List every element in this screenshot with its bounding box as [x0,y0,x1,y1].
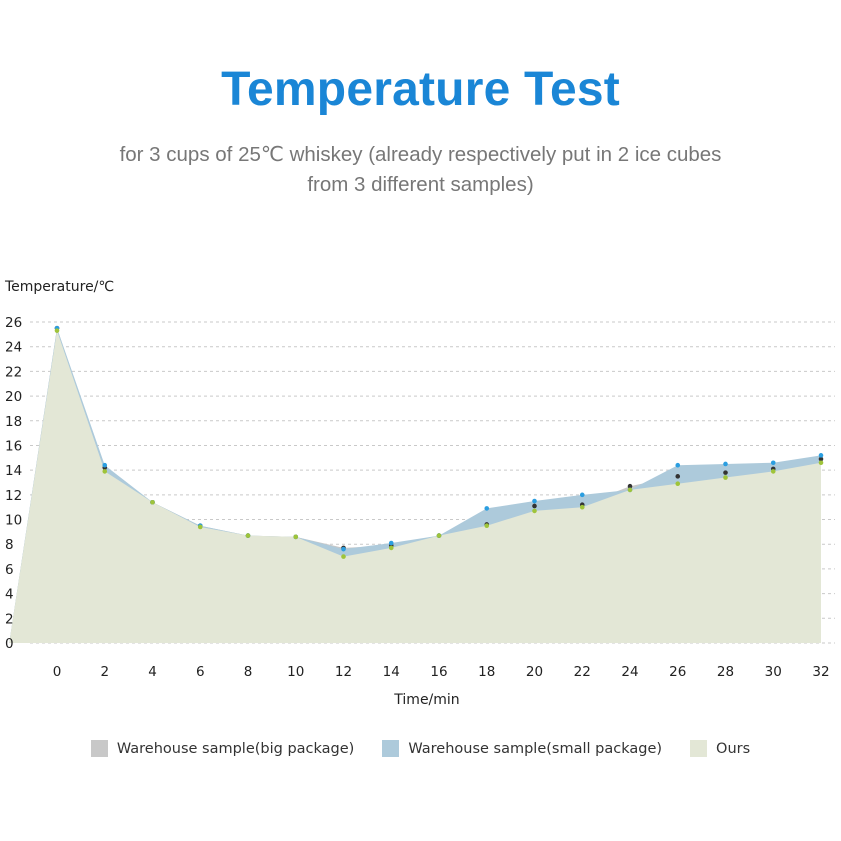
legend-item-ours: Ours [690,740,750,757]
page-title: Temperature Test [221,63,620,116]
page-subtitle: for 3 cups of 25℃ whiskey (already respe… [0,140,841,200]
point-small-package [723,461,728,467]
point-ours [245,533,251,538]
legend-item-big-package: Warehouse sample(big package) [90,740,355,757]
y-tick-label: 12 [5,488,22,504]
point-ours [102,469,108,474]
y-tick-label: 20 [5,389,22,405]
point-ours [770,469,776,474]
y-tick-label: 18 [5,414,22,430]
point-small-package [675,462,681,468]
y-tick-label: 22 [5,364,22,380]
x-tick-label: 20 [526,664,543,680]
x-tick-label: 8 [244,664,253,680]
x-tick-label: 22 [574,664,591,680]
y-tick-label: 26 [5,315,22,331]
x-tick-label: 14 [383,664,400,680]
x-tick-label: 26 [669,664,686,680]
chart-areas [9,328,821,643]
point-ours [436,533,442,538]
point-ours [818,460,824,466]
point-small-package [341,546,346,552]
x-tick-label: 12 [335,664,352,680]
x-tick-label: 28 [717,664,734,680]
point-ours [293,534,299,540]
legend-label-big-package: Warehouse sample(big package) [116,740,355,757]
point-small-package [579,492,585,498]
chart-points [54,325,824,559]
legend-swatch-ours [690,740,708,757]
legend-label-ours: Ours [716,740,751,757]
point-ours [579,504,585,510]
point-ours [675,481,681,487]
y-tick-label: 0 [5,636,14,652]
subtitle-line-1: for 3 cups of 25℃ whiskey (already respe… [119,143,722,166]
point-small-package [102,462,108,468]
point-big-package [532,503,537,509]
point-ours [532,508,537,514]
x-tick-label: 24 [621,664,638,680]
legend-swatch-big-package [90,740,108,757]
point-small-package [532,498,537,504]
y-axis-label: Temperature/℃ [4,279,114,295]
point-small-package [770,460,776,466]
y-tick-label: 2 [5,611,14,627]
point-ours [484,523,490,529]
x-tick-label: 18 [478,664,495,680]
point-big-package [723,470,728,475]
point-big-package [627,483,633,489]
point-small-package [484,506,490,511]
x-tick-label: 6 [196,664,205,680]
point-ours [150,499,155,505]
point-big-package [675,474,681,479]
y-tick-label: 10 [5,513,22,529]
point-big-package [818,456,824,462]
x-tick-label: 0 [53,664,62,680]
y-tick-label: 14 [5,463,22,479]
x-axis-ticks: 0 2 4 6 8 10 12 14 16 18 20 22 24 26 28 30 32 [53,664,830,680]
y-tick-label: 8 [5,537,14,553]
x-tick-label: 4 [148,664,157,680]
point-ours [388,545,394,551]
legend-swatch-small-package [382,740,400,757]
subtitle-line-2: from 3 different samples) [307,173,534,196]
point-ours [627,487,633,493]
y-tick-label: 4 [5,587,14,603]
y-tick-label: 6 [5,562,14,578]
point-small-package [818,453,824,458]
y-tick-label: 16 [5,438,22,454]
x-tick-label: 2 [100,664,109,680]
point-ours [54,328,60,333]
x-axis-label: Time/min [393,692,459,708]
area-ours [9,330,821,643]
legend-item-small-package: Warehouse sample(small package) [382,740,662,757]
x-tick-label: 10 [287,664,304,680]
point-ours [197,524,203,530]
legend-label-small-package: Warehouse sample(small package) [408,740,663,757]
point-small-package [388,540,394,546]
x-tick-label: 32 [812,664,829,680]
x-tick-label: 30 [765,664,782,680]
chart-legend: Warehouse sample(big package) Warehouse … [0,740,841,757]
point-ours [341,554,346,559]
x-tick-label: 16 [430,664,447,680]
y-tick-label: 24 [5,340,22,356]
point-ours [723,475,728,480]
